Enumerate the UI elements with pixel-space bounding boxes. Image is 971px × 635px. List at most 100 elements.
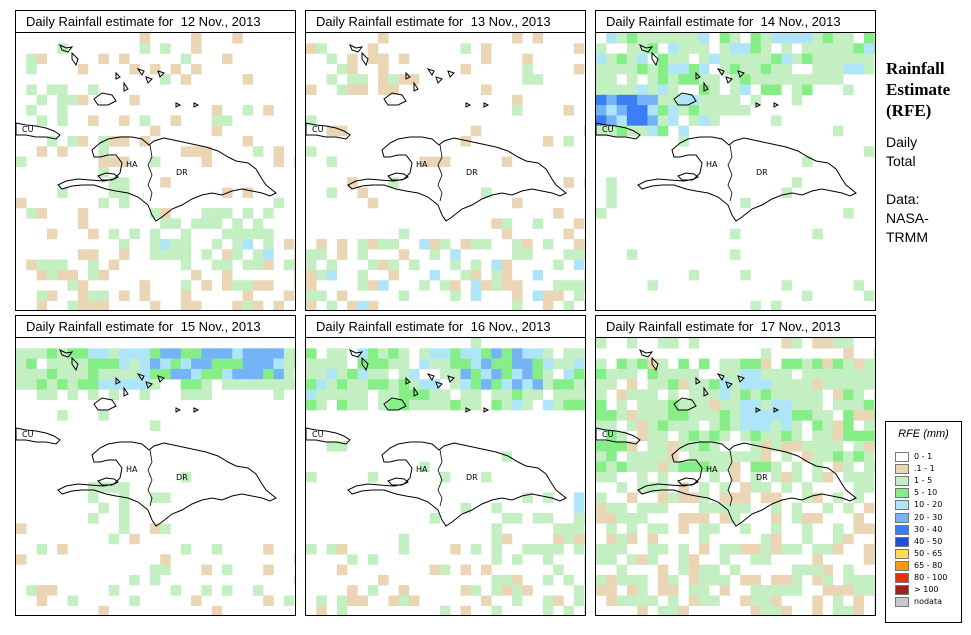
rfe-cell [191, 218, 202, 229]
cuba-coastline [596, 122, 641, 140]
rfe-cell [119, 379, 130, 390]
rfe-cell [357, 389, 368, 400]
rfe-cell [657, 53, 669, 65]
rfe-cell [180, 368, 192, 380]
rfe-cell [596, 115, 607, 126]
rfe-cell [874, 605, 875, 615]
rfe-cell [822, 338, 834, 349]
rfe-cell [542, 399, 554, 411]
rfe-cell [252, 379, 264, 390]
rfe-cell [16, 379, 27, 390]
rfe-cell [336, 564, 348, 576]
rfe-cell [822, 358, 834, 370]
rfe-cell [273, 300, 284, 310]
rfe-cell [532, 290, 544, 301]
map-label-ha: HA [126, 160, 138, 169]
rfe-cell [450, 249, 461, 260]
rfe-cell [626, 358, 638, 370]
rfe-cell [626, 420, 638, 431]
bahamas-island-outline [639, 348, 654, 358]
rfe-cell [211, 544, 223, 555]
rfe-cell [781, 471, 792, 483]
rfe-cell [647, 115, 658, 126]
rfe-cell [88, 228, 99, 240]
rfe-cell [812, 451, 823, 462]
rfe-cell [139, 348, 151, 359]
rfe-cell [606, 379, 617, 390]
rfe-cell [139, 43, 151, 54]
bahamas-island-outline [413, 81, 419, 92]
bahamas-island-outline [725, 76, 733, 84]
rfe-cell [626, 379, 638, 390]
rfe-cell [242, 368, 254, 380]
rfe-cell [512, 300, 523, 310]
rfe-cell [771, 471, 782, 483]
rfe-cell [750, 74, 761, 85]
rfe-cell [616, 358, 628, 370]
panel-title: Daily Rainfall estimate for 16 Nov., 201… [305, 315, 586, 339]
rfe-cell [283, 358, 295, 370]
rfe-cell [283, 368, 295, 380]
rfe-cell [470, 358, 482, 370]
rfe-cell [491, 259, 502, 271]
rfe-cell [626, 74, 638, 85]
rfe-cell [616, 482, 628, 493]
rfe-cell [719, 574, 731, 586]
rfe-cell [522, 368, 533, 380]
rfe-cell [863, 523, 875, 534]
legend-entry: 0 - 1 [895, 451, 957, 462]
rfe-cell [326, 125, 338, 137]
rfe-cell [149, 239, 161, 250]
rfe-cell [606, 105, 617, 116]
legend-label: > 100 [914, 585, 939, 595]
rfe-cell [77, 218, 89, 229]
rfe-cell [606, 368, 617, 380]
rfe-cell [211, 368, 223, 380]
caption-line: Data: [886, 191, 920, 207]
rfe-cell [616, 105, 628, 116]
rfe-cell [367, 348, 379, 359]
rfe-cell [57, 115, 68, 126]
rfe-cell [388, 595, 399, 606]
rfe-cell [252, 218, 264, 229]
rfe-cell [409, 368, 420, 380]
rfe-cell [657, 482, 669, 493]
rfe-cell [336, 389, 348, 400]
rfe-cell [863, 410, 875, 421]
rfe-cell [843, 471, 854, 483]
rfe-cell [740, 492, 751, 503]
rfe-cell [657, 399, 669, 411]
legend-label: 80 - 100 [914, 573, 948, 582]
rfe-cell [522, 544, 533, 555]
rfe-cell [222, 259, 233, 271]
rfe-cell [688, 368, 700, 380]
rfe-cell [843, 410, 854, 421]
rfe-cell [596, 125, 607, 137]
rfe-cell [306, 300, 317, 310]
rfe-cell [316, 399, 327, 411]
rfe-cell [573, 43, 585, 54]
rfe-cell [98, 166, 109, 178]
rfe-cell [211, 208, 223, 219]
rfe-cell [283, 595, 295, 606]
rfe-cell [709, 74, 720, 85]
rfe-cell [316, 358, 327, 370]
rfe-cell [802, 410, 813, 421]
rfe-cell [688, 410, 700, 421]
rfe-cell [160, 358, 171, 370]
legend-entry: nodata [895, 596, 957, 608]
rfe-cell [616, 513, 628, 524]
rfe-cell [326, 259, 338, 271]
rfe-cell [273, 379, 284, 390]
rfe-cell [863, 53, 875, 65]
rfe-cell [222, 564, 233, 576]
rfe-cell [596, 368, 607, 380]
rfe-cell [512, 94, 523, 106]
rfe-cell [771, 368, 782, 380]
rfe-cell [709, 451, 720, 462]
rfe-cell [367, 280, 379, 291]
rfe-cell [306, 259, 317, 271]
rfe-cell [584, 280, 585, 291]
rfe-cell [378, 358, 389, 370]
rfe-cell [626, 43, 638, 54]
